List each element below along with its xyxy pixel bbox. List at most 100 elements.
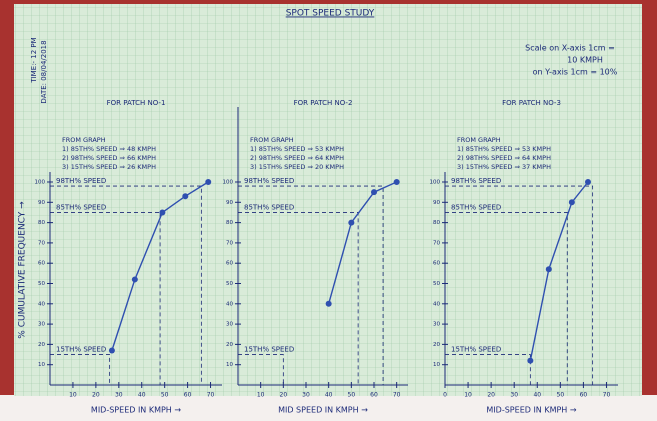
- y-tick-label: 10: [38, 362, 45, 368]
- y-tick-label: 70: [433, 240, 440, 246]
- note: FROM GRAPH: [62, 136, 106, 144]
- x-tick-label: 70: [393, 392, 401, 399]
- x-tick-label: 40: [533, 392, 541, 399]
- note: 2) 98TH% SPEED ⇒ 64 KMPH: [457, 154, 551, 162]
- point: [182, 193, 188, 199]
- reference-label: 15TH% SPEED: [451, 346, 501, 354]
- y-tick-label: 20: [38, 342, 45, 348]
- scale-note: Scale on X-axis 1cm =: [525, 44, 615, 53]
- y-tick-label: 80: [226, 220, 233, 226]
- note: FROM GRAPH: [250, 136, 294, 144]
- x-tick-label: 60: [370, 392, 378, 399]
- note: 3) 15TH% SPEED ⇒ 37 KMPH: [457, 163, 551, 171]
- y-tick-label: 100: [223, 180, 234, 186]
- chart-title: FOR PATCH NO-2: [294, 99, 353, 107]
- point: [159, 209, 165, 215]
- x-axis-label: MID SPEED IN KMPH →: [278, 406, 368, 415]
- point: [132, 276, 138, 282]
- point: [569, 199, 575, 205]
- y-tick-label: 40: [226, 301, 233, 307]
- x-tick-label: 50: [557, 392, 565, 399]
- reference-label: 15TH% SPEED: [56, 346, 106, 354]
- x-tick-label: 20: [92, 392, 100, 399]
- x-tick-label: 30: [510, 392, 518, 399]
- x-tick-label: 70: [207, 392, 215, 399]
- scale-note: 10 KMPH: [567, 56, 603, 65]
- x-tick-label: 60: [580, 392, 588, 399]
- y-tick-label: 20: [226, 342, 233, 348]
- note: FROM GRAPH: [457, 136, 501, 144]
- x-tick-label: 40: [325, 392, 333, 399]
- y-tick-label: 80: [433, 220, 440, 226]
- y-tick-label: 50: [226, 281, 233, 287]
- reference-label: 15TH% SPEED: [244, 346, 294, 354]
- x-tick-label: 0: [443, 392, 447, 399]
- photo: SPOT SPEED STUDY TIME:- 12 PM DATE: 08/0…: [0, 0, 657, 421]
- y-tick-label: 30: [433, 322, 440, 328]
- y-tick-label: 90: [38, 200, 45, 206]
- note: 2) 98TH% SPEED ⇒ 66 KMPH: [62, 154, 156, 162]
- point: [527, 358, 533, 364]
- y-tick-label: 40: [433, 301, 440, 307]
- x-tick-label: 30: [115, 392, 123, 399]
- point: [109, 347, 115, 353]
- y-tick-label: 80: [38, 220, 45, 226]
- y-tick-label: 10: [433, 362, 440, 368]
- x-tick-label: 30: [302, 392, 310, 399]
- point: [205, 179, 211, 185]
- reference-label: 98TH% SPEED: [451, 177, 501, 185]
- note: 1) 85TH% SPEED ⇒ 53 KMPH: [250, 145, 344, 153]
- point: [326, 301, 332, 307]
- y-tick-label: 90: [433, 200, 440, 206]
- x-tick-label: 10: [464, 392, 472, 399]
- x-tick-label: 50: [161, 392, 169, 399]
- x-tick-label: 20: [487, 392, 495, 399]
- y-tick-label: 60: [226, 261, 233, 267]
- y-tick-label: 50: [433, 281, 440, 287]
- y-tick-label: 30: [38, 322, 45, 328]
- point: [348, 220, 354, 226]
- y-axis-label: % CUMULATIVE FREQUENCY →: [18, 201, 28, 339]
- x-tick-label: 70: [603, 392, 611, 399]
- y-tick-label: 40: [38, 301, 45, 307]
- y-tick-label: 100: [430, 180, 441, 186]
- x-tick-label: 60: [184, 392, 192, 399]
- x-tick-label: 40: [138, 392, 146, 399]
- note: 1) 85TH% SPEED ⇒ 48 KMPH: [62, 145, 156, 153]
- x-tick-label: 20: [280, 392, 288, 399]
- reference-label: 85TH% SPEED: [56, 203, 106, 211]
- point: [585, 179, 591, 185]
- y-tick-label: 100: [35, 180, 46, 186]
- note: 2) 98TH% SPEED ⇒ 64 KMPH: [250, 154, 344, 162]
- y-tick-label: 10: [226, 362, 233, 368]
- y-tick-label: 60: [433, 261, 440, 267]
- date: DATE: 08/04/2018: [40, 40, 48, 103]
- reference-label: 85TH% SPEED: [244, 203, 294, 211]
- note: 3) 15TH% SPEED ⇒ 26 KMPH: [62, 163, 156, 171]
- y-tick-label: 90: [226, 200, 233, 206]
- page: SPOT SPEED STUDY TIME:- 12 PM DATE: 08/0…: [0, 0, 657, 421]
- reference-label: 85TH% SPEED: [451, 203, 501, 211]
- y-tick-label: 50: [38, 281, 45, 287]
- note: 1) 85TH% SPEED ⇒ 53 KMPH: [457, 145, 551, 153]
- y-tick-label: 30: [226, 322, 233, 328]
- y-tick-label: 70: [226, 240, 233, 246]
- x-tick-label: 10: [69, 392, 77, 399]
- y-tick-label: 60: [38, 261, 45, 267]
- graph-paper: [14, 4, 642, 396]
- x-axis-label: MID-SPEED IN KMPH →: [486, 406, 576, 415]
- point: [546, 266, 552, 272]
- scale-note: on Y-axis 1cm = 10%: [533, 68, 618, 77]
- chart-title: FOR PATCH NO-3: [502, 99, 561, 107]
- note: 3) 15TH% SPEED ⇒ 20 KMPH: [250, 163, 344, 171]
- y-tick-label: 70: [38, 240, 45, 246]
- x-tick-label: 50: [348, 392, 356, 399]
- point: [394, 179, 400, 185]
- time: TIME:- 12 PM: [30, 37, 38, 83]
- y-tick-label: 20: [433, 342, 440, 348]
- x-tick-label: 10: [257, 392, 265, 399]
- point: [371, 189, 377, 195]
- reference-label: 98TH% SPEED: [56, 177, 106, 185]
- reference-label: 98TH% SPEED: [244, 177, 294, 185]
- page-title: SPOT SPEED STUDY: [286, 9, 375, 19]
